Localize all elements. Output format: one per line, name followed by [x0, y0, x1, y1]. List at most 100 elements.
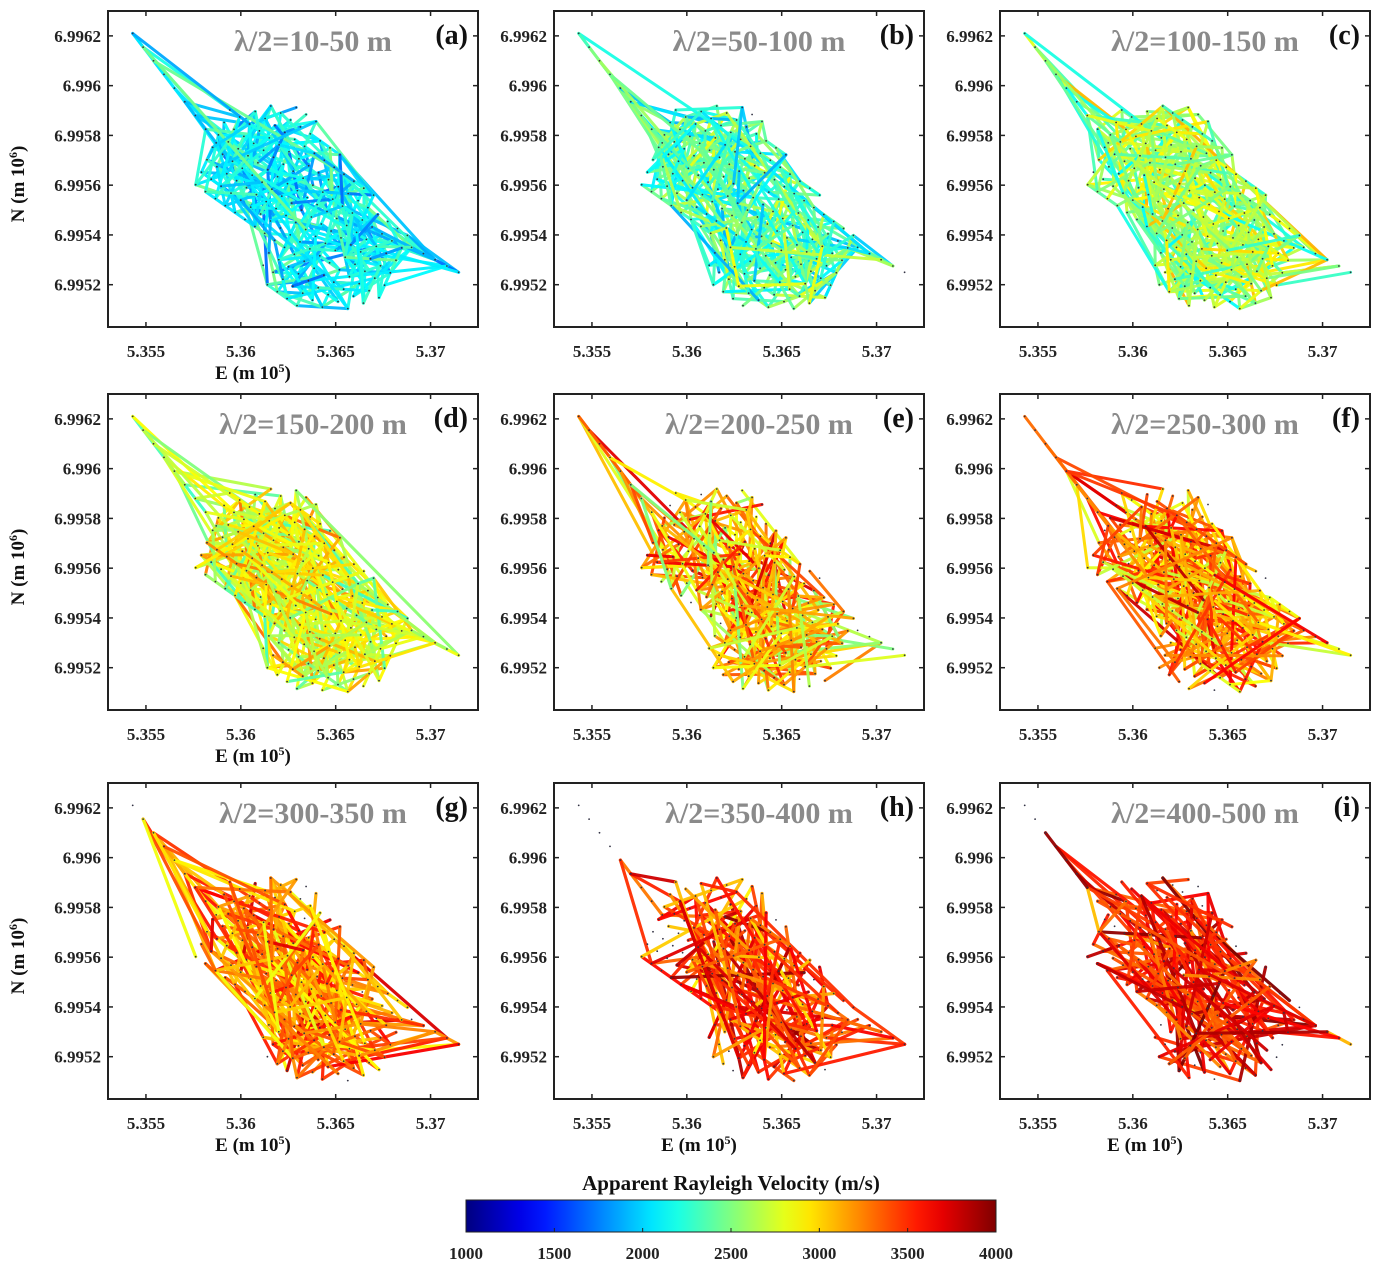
station-point	[811, 1010, 814, 1013]
x-tick-label: 5.355	[573, 342, 611, 361]
station-point	[1195, 528, 1198, 531]
station-point	[283, 246, 286, 249]
station-point	[309, 905, 312, 907]
station-point	[1117, 172, 1120, 175]
ray-path	[1265, 264, 1341, 280]
station-point	[1185, 636, 1188, 639]
station-point	[376, 213, 379, 216]
station-point	[856, 629, 859, 632]
ray-path	[219, 184, 346, 291]
station-point	[714, 252, 716, 254]
station-point	[1109, 134, 1112, 136]
station-point	[294, 604, 297, 607]
station-point	[252, 142, 255, 145]
station-point	[317, 943, 320, 946]
station-point	[670, 204, 673, 207]
station-point	[1055, 456, 1057, 459]
station-point	[824, 679, 826, 682]
ray-path	[1155, 164, 1203, 235]
station-point	[269, 488, 272, 490]
station-point	[749, 260, 752, 263]
station-point	[225, 172, 228, 175]
station-point	[1177, 214, 1179, 217]
station-point	[373, 660, 376, 663]
colorbar: Apparent Rayleigh Velocity (m/s)1000 1500…	[449, 1171, 1013, 1263]
ray-paths	[1043, 831, 1353, 1083]
station-point	[759, 152, 762, 155]
y-tick-label: 6.9952	[500, 276, 547, 295]
station-point	[333, 166, 336, 169]
station-point	[629, 872, 632, 875]
station-point	[733, 648, 736, 651]
colorbar-tick-label: 2500	[714, 1244, 748, 1263]
station-point	[244, 218, 246, 221]
station-point	[1314, 252, 1317, 255]
station-point	[798, 678, 801, 680]
station-point	[731, 986, 733, 989]
station-point	[1119, 913, 1122, 915]
station-point	[1171, 884, 1174, 886]
station-point	[1098, 541, 1100, 544]
station-point	[680, 211, 682, 214]
station-point	[739, 636, 742, 639]
station-point	[337, 185, 340, 188]
station-point	[723, 258, 726, 261]
station-point	[309, 133, 312, 135]
station-point	[818, 194, 821, 197]
y-tick-label: 6.9956	[946, 948, 993, 967]
station-point	[375, 1017, 378, 1020]
ray-path	[309, 987, 346, 1063]
ray-path	[172, 469, 267, 503]
station-point	[364, 270, 366, 273]
station-point	[787, 205, 790, 208]
station-point	[1219, 1065, 1221, 1068]
station-point	[690, 601, 692, 604]
station-point	[1236, 256, 1239, 259]
station-point	[1196, 1000, 1199, 1003]
station-point	[1172, 195, 1175, 198]
station-point	[1254, 959, 1257, 962]
station-point	[729, 514, 732, 517]
station-point	[619, 87, 622, 89]
station-point	[304, 1000, 307, 1003]
station-point	[324, 1014, 327, 1017]
ray-path	[338, 153, 376, 197]
station-point	[1108, 548, 1110, 551]
station-point	[1260, 289, 1262, 292]
station-point	[753, 279, 756, 282]
panel-title: λ/2=250-300 m	[1111, 408, 1299, 441]
station-point	[355, 231, 358, 234]
station-point	[737, 285, 740, 288]
station-point	[395, 642, 397, 645]
station-point	[1157, 200, 1160, 203]
ray-path	[788, 944, 819, 1033]
station-point	[1190, 540, 1192, 543]
station-point	[216, 165, 218, 168]
ray-path	[219, 180, 264, 188]
station-point	[396, 227, 399, 230]
station-point	[1188, 687, 1190, 690]
ray-paths	[577, 414, 907, 694]
station-point	[646, 171, 649, 174]
station-point	[1195, 643, 1198, 646]
station-point	[292, 942, 295, 945]
station-point	[1201, 631, 1203, 633]
ray-path	[305, 579, 378, 631]
ray-path	[240, 549, 308, 614]
station-point	[1215, 159, 1218, 162]
station-point	[272, 1043, 274, 1046]
station-point	[717, 960, 719, 963]
station-point	[808, 570, 811, 573]
station-point	[691, 958, 694, 961]
station-point	[1210, 1026, 1213, 1029]
station-point	[1171, 999, 1174, 1001]
station-point	[293, 636, 296, 639]
station-point	[1182, 202, 1185, 205]
station-point	[1174, 546, 1177, 549]
station-point	[714, 137, 717, 139]
station-point	[214, 580, 217, 583]
station-point	[272, 654, 274, 657]
station-point	[752, 196, 755, 199]
station-point	[375, 628, 378, 631]
ray-path	[757, 183, 799, 247]
